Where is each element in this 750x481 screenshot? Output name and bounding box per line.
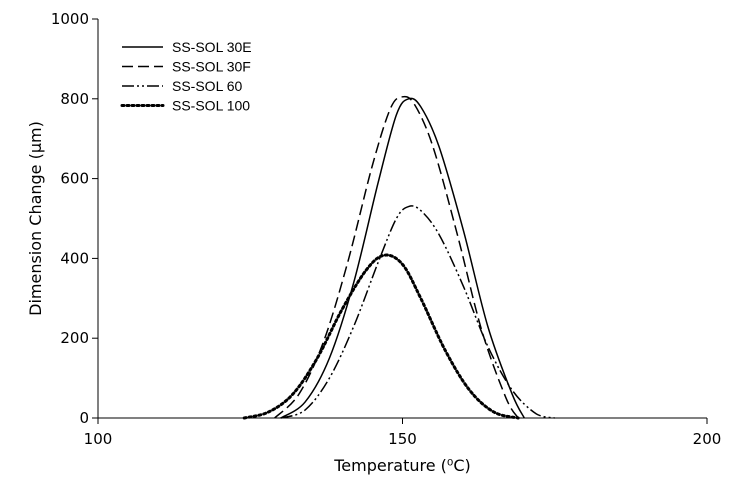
y-tick-label: 0 — [79, 409, 89, 427]
x-tick-label: 150 — [388, 430, 417, 448]
legend-label-1: SS-SOL 30E — [172, 39, 252, 55]
axes: 0 200 400 600 800 1000 100 150 200 — [51, 10, 722, 448]
y-tick-label: 200 — [60, 329, 89, 347]
y-tick-label: 400 — [60, 249, 89, 267]
legend: SS-SOL 30E SS-SOL 30F SS-SOL 60 SS-SOL 100 — [120, 39, 252, 114]
series-line-1 — [280, 97, 525, 419]
legend-label-4: SS-SOL 100 — [172, 98, 250, 114]
y-axis-title: Dimension Change (μm) — [26, 121, 45, 316]
legend-label-2: SS-SOL 30F — [172, 59, 251, 75]
y-tick-label: 600 — [60, 170, 89, 188]
legend-label-3: SS-SOL 60 — [172, 78, 243, 94]
y-tick-label: 800 — [60, 90, 89, 108]
series-line-4 — [242, 253, 520, 420]
series-lines — [242, 95, 555, 420]
series-line-3 — [280, 205, 555, 419]
y-tick-label: 1000 — [51, 10, 89, 28]
x-tick-label: 100 — [84, 430, 113, 448]
x-axis-title: Temperature (⁰C) — [333, 456, 471, 475]
x-tick-label: 200 — [693, 430, 722, 448]
series-line-2 — [274, 95, 519, 419]
